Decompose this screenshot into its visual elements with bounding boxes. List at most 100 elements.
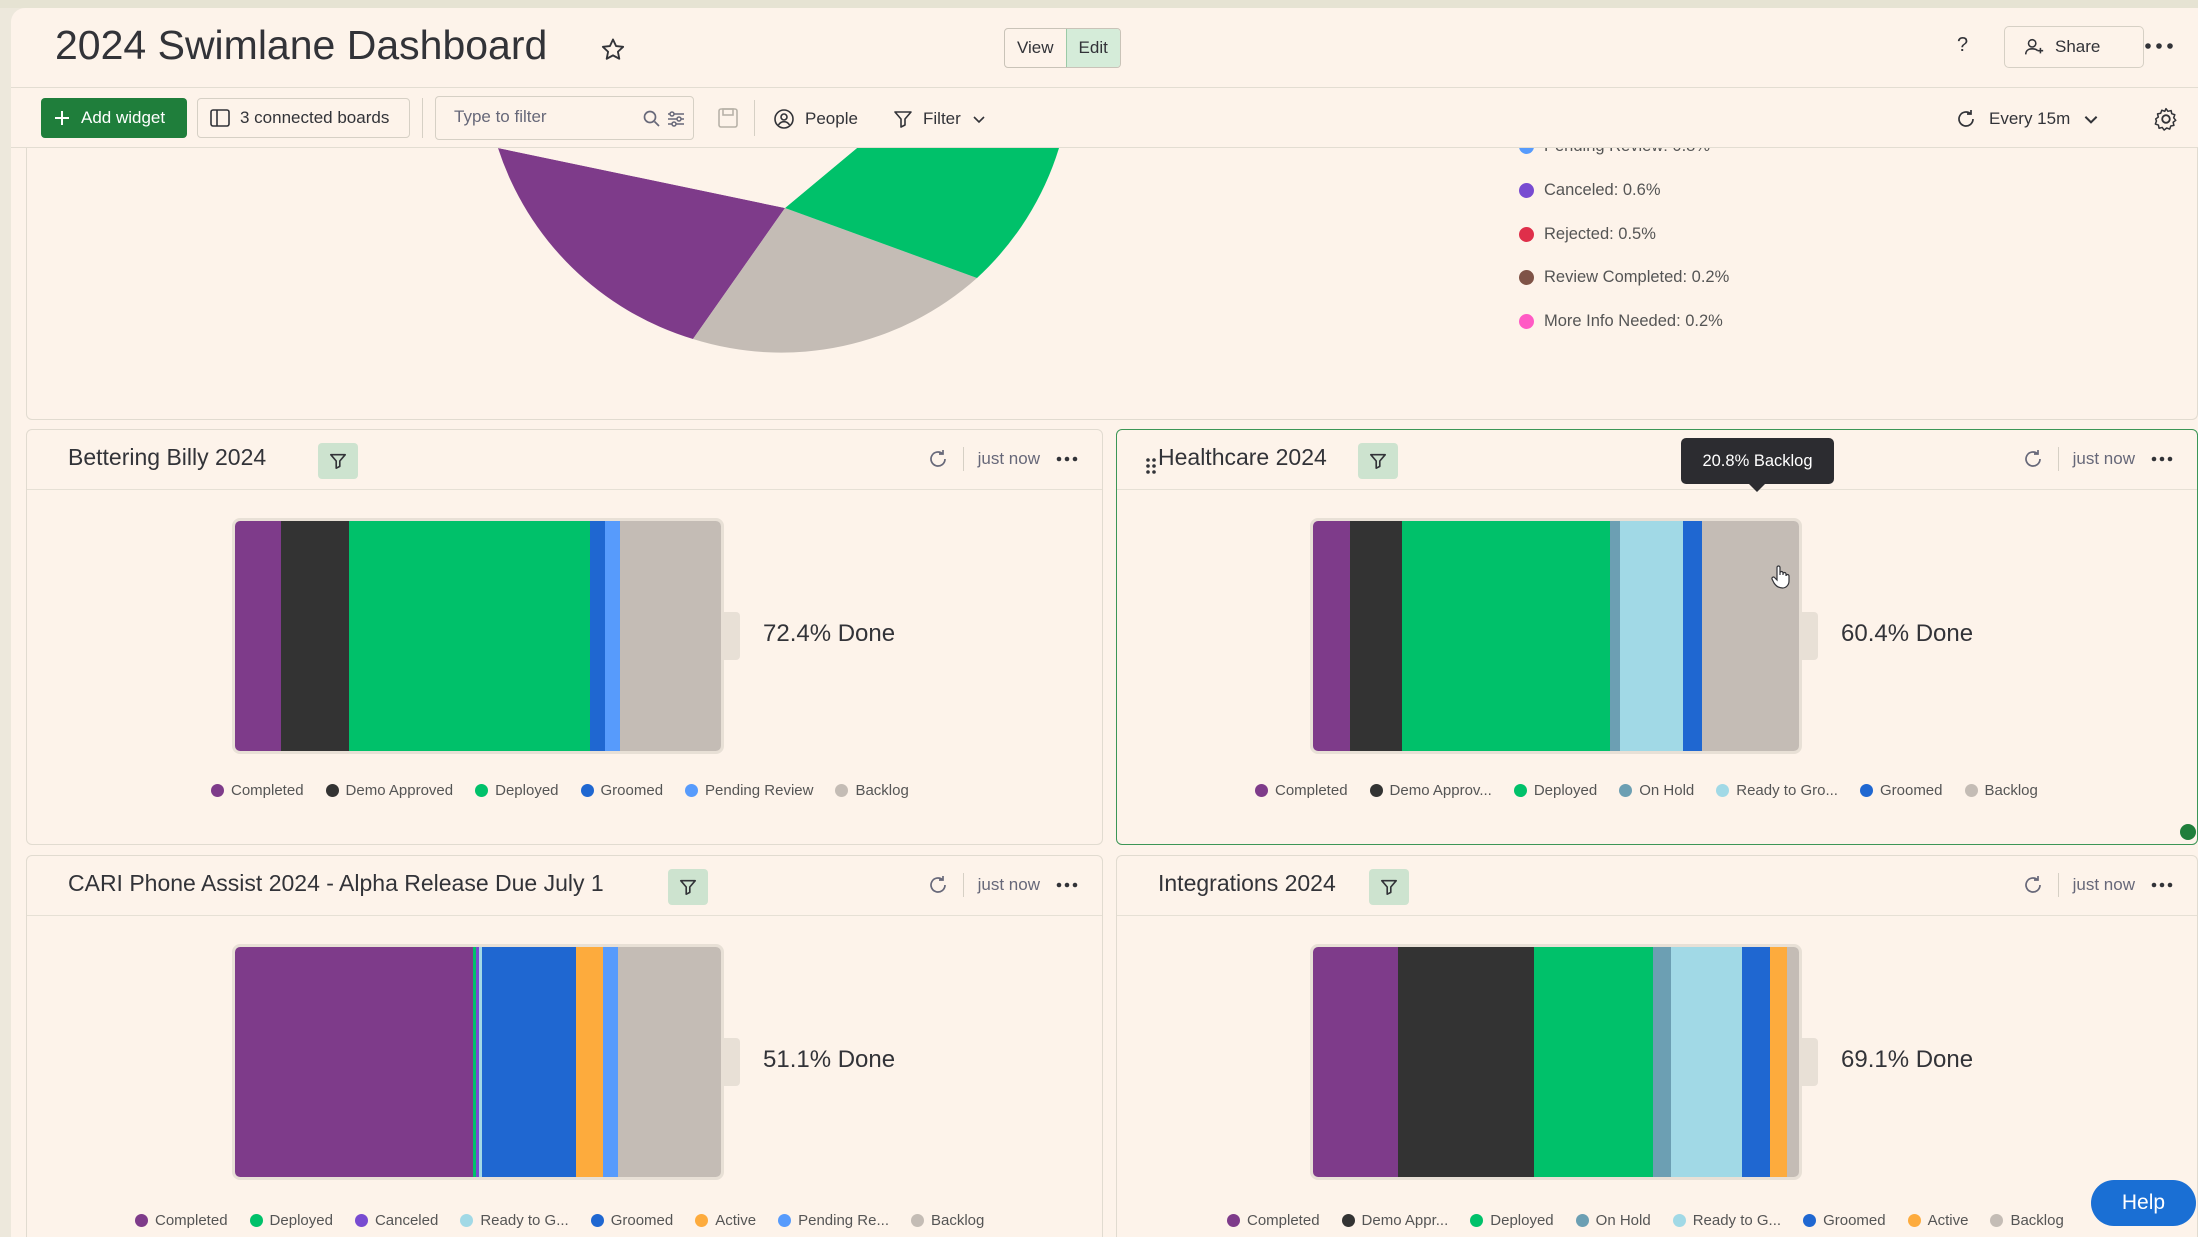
battery-widget[interactable]: CARI Phone Assist 2024 - Alpha Release D…: [26, 855, 1103, 1237]
battery-segment[interactable]: [1398, 947, 1535, 1177]
battery-chart[interactable]: [1310, 518, 1802, 754]
widget-filter-button[interactable]: [1358, 443, 1398, 479]
pie-slice-deployed[interactable]: [785, 148, 1059, 278]
legend-item[interactable]: On Hold: [1619, 782, 1694, 799]
legend-item[interactable]: Deployed: [1470, 1212, 1554, 1229]
battery-segment[interactable]: [617, 947, 721, 1177]
battery-segment[interactable]: [589, 521, 606, 751]
legend-item[interactable]: Backlog: [1964, 782, 2038, 799]
pie-slice-completed[interactable]: [498, 148, 785, 339]
legend-item[interactable]: Completed: [1227, 1212, 1320, 1229]
search-icon[interactable]: [642, 109, 662, 129]
legend-item[interactable]: Ready to Gro...: [1716, 782, 1838, 799]
view-mode-button[interactable]: View: [1017, 38, 1054, 57]
refresh-interval-dropdown[interactable]: Every 15m: [1955, 104, 2100, 134]
filter-settings-icon[interactable]: [666, 109, 686, 129]
battery-widget[interactable]: Healthcare 2024 just now 60.4% Done Compl…: [1116, 429, 2198, 845]
battery-segment[interactable]: [476, 947, 479, 1177]
legend-item[interactable]: Groomed: [580, 782, 663, 799]
battery-segment[interactable]: [1534, 947, 1654, 1177]
help-question-icon[interactable]: ?: [1957, 34, 1969, 56]
battery-chart[interactable]: [232, 518, 724, 754]
refresh-icon[interactable]: [927, 874, 949, 896]
battery-segment[interactable]: [1787, 947, 1799, 1177]
widget-title[interactable]: CARI Phone Assist 2024 - Alpha Release D…: [68, 870, 604, 896]
legend-item[interactable]: Deployed: [249, 1212, 333, 1229]
legend-item[interactable]: Demo Approved: [325, 782, 453, 799]
save-view-icon[interactable]: [717, 107, 739, 129]
people-filter-button[interactable]: People: [773, 104, 858, 134]
legend-item[interactable]: Active: [695, 1212, 756, 1229]
battery-segment[interactable]: [481, 947, 576, 1177]
battery-segment[interactable]: [1402, 521, 1610, 751]
battery-segment[interactable]: [605, 521, 620, 751]
legend-item[interactable]: Groomed: [1859, 782, 1943, 799]
legend-item[interactable]: Deployed: [475, 782, 559, 799]
widget-resize-handle[interactable]: [2180, 824, 2196, 840]
battery-segment[interactable]: [603, 947, 618, 1177]
battery-segment[interactable]: [1701, 521, 1799, 751]
legend-item[interactable]: Groomed: [1803, 1212, 1886, 1229]
widget-filter-button[interactable]: [1369, 869, 1409, 905]
battery-segment[interactable]: [1313, 947, 1399, 1177]
share-button[interactable]: Share: [2004, 26, 2144, 68]
widget-title[interactable]: Healthcare 2024: [1158, 444, 1327, 470]
battery-widget[interactable]: Integrations 2024 just now 69.1% Done Com…: [1116, 855, 2198, 1237]
legend-item[interactable]: Demo Appr...: [1341, 1212, 1448, 1229]
more-options-icon[interactable]: [2149, 875, 2175, 895]
legend-item[interactable]: Completed: [135, 1212, 228, 1229]
edit-mode-button[interactable]: Edit: [1065, 29, 1120, 67]
more-options-icon[interactable]: [1054, 875, 1080, 895]
legend-item[interactable]: Pending Review: [685, 782, 813, 799]
battery-segment[interactable]: [349, 521, 590, 751]
refresh-icon[interactable]: [2022, 874, 2044, 896]
battery-segment[interactable]: [235, 521, 282, 751]
filter-input[interactable]: [454, 107, 624, 127]
legend-item[interactable]: On Hold: [1575, 1212, 1651, 1229]
refresh-icon[interactable]: [927, 448, 949, 470]
legend-item[interactable]: Demo Approv...: [1369, 782, 1492, 799]
filter-search-box[interactable]: [435, 96, 694, 140]
widget-title[interactable]: Bettering Billy 2024: [68, 444, 267, 470]
legend-item[interactable]: Completed: [1255, 782, 1348, 799]
filter-dropdown-button[interactable]: Filter: [893, 104, 987, 134]
battery-segment[interactable]: [478, 947, 482, 1177]
battery-segment[interactable]: [281, 521, 350, 751]
legend-item[interactable]: Backlog: [835, 782, 909, 799]
legend-item[interactable]: Pending Re...: [778, 1212, 889, 1229]
legend-item[interactable]: Ready to G...: [1672, 1212, 1781, 1229]
legend-item[interactable]: Active: [1907, 1212, 1968, 1229]
battery-segment[interactable]: [235, 947, 474, 1177]
battery-segment[interactable]: [1313, 521, 1351, 751]
battery-segment[interactable]: [1769, 947, 1788, 1177]
battery-segment[interactable]: [1350, 521, 1403, 751]
pie-slice-backlog[interactable]: [693, 208, 977, 353]
battery-segment[interactable]: [1609, 521, 1620, 751]
battery-segment[interactable]: [1741, 947, 1770, 1177]
battery-segment[interactable]: [575, 947, 604, 1177]
battery-chart[interactable]: [232, 944, 724, 1180]
battery-chart[interactable]: [1310, 944, 1802, 1180]
battery-segment[interactable]: [1619, 521, 1684, 751]
battery-segment[interactable]: [1653, 947, 1672, 1177]
widget-title[interactable]: Integrations 2024: [1158, 870, 1336, 896]
battery-widget[interactable]: Bettering Billy 2024 just now 72.4% Done…: [26, 429, 1103, 845]
widget-filter-button[interactable]: [668, 869, 708, 905]
legend-item[interactable]: Canceled: [354, 1212, 438, 1229]
more-options-icon[interactable]: [1054, 449, 1080, 469]
connected-boards-button[interactable]: 3 connected boards: [197, 98, 410, 138]
help-button[interactable]: Help: [2091, 1180, 2196, 1226]
more-options-icon[interactable]: [2142, 34, 2176, 58]
pie-slice-demo-approved[interactable]: [498, 148, 857, 208]
more-options-icon[interactable]: [2149, 449, 2175, 469]
star-icon[interactable]: [599, 36, 627, 64]
add-widget-button[interactable]: Add widget: [41, 98, 187, 138]
battery-segment[interactable]: [619, 521, 721, 751]
battery-segment[interactable]: [1683, 521, 1702, 751]
refresh-icon[interactable]: [2022, 448, 2044, 470]
gear-icon[interactable]: [2153, 106, 2179, 132]
legend-item[interactable]: Completed: [211, 782, 304, 799]
legend-item[interactable]: Deployed: [1513, 782, 1597, 799]
battery-segment[interactable]: [473, 947, 477, 1177]
legend-item[interactable]: Ready to G...: [460, 1212, 569, 1229]
